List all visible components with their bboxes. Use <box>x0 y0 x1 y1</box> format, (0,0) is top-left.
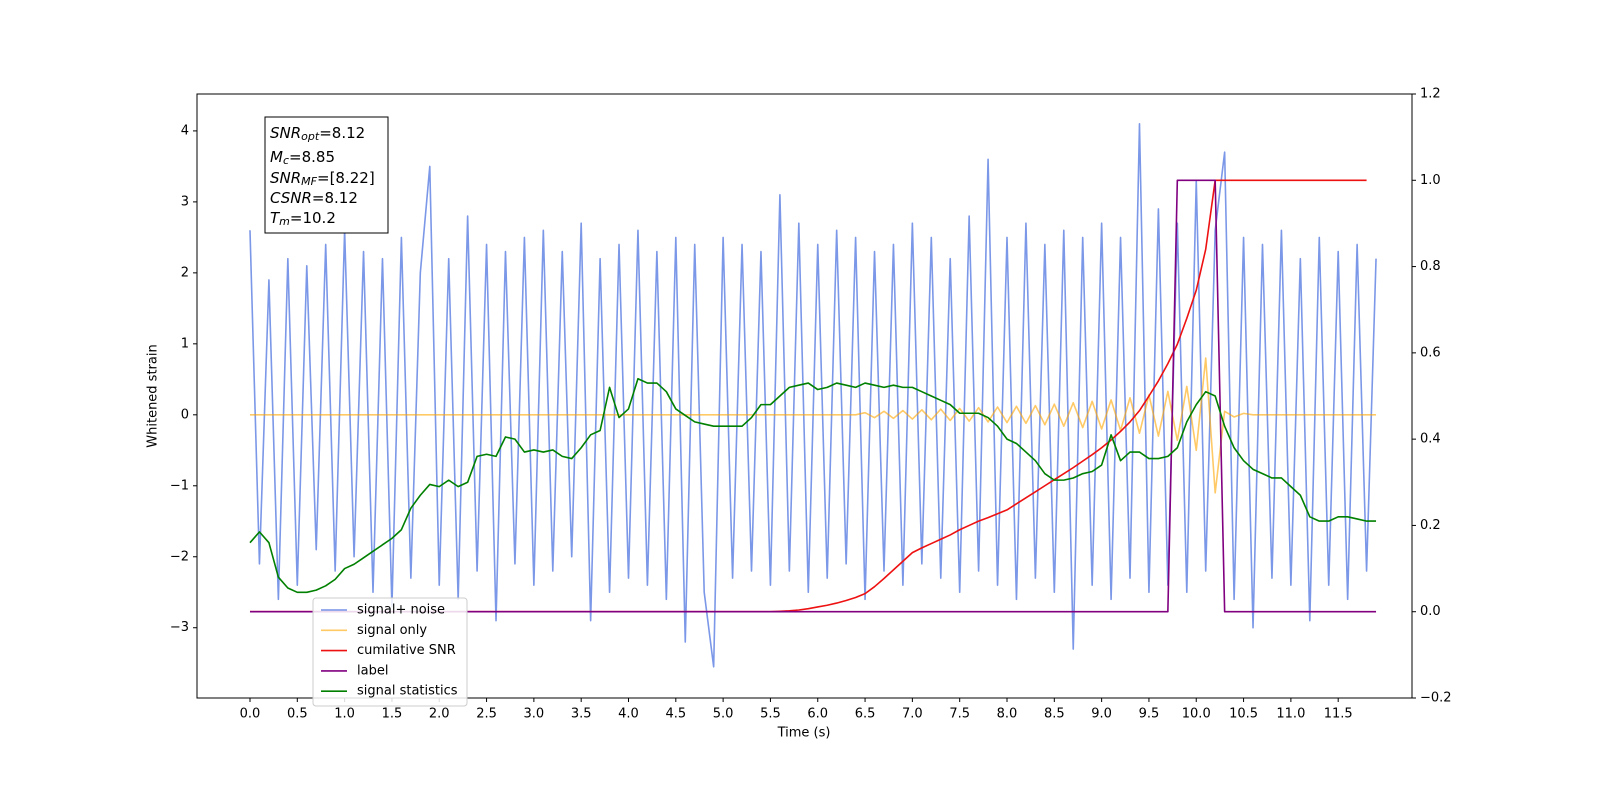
annotation-symbol: T <box>270 209 281 227</box>
annotation-symbol: SNR <box>270 169 301 187</box>
x-tick-label: 4.5 <box>665 707 686 722</box>
annotation-symbol: SNR <box>270 124 301 142</box>
annotation-box <box>264 116 389 234</box>
annotation-text: =[8.22] <box>317 169 375 187</box>
x-tick-label: 7.0 <box>902 707 923 722</box>
annotation-text: =8.12 <box>312 189 358 207</box>
x-tick-label: 1.5 <box>382 707 403 722</box>
x-tick-label: 6.5 <box>855 707 876 722</box>
legend-label: signal+ noise <box>357 603 445 618</box>
annotation-symbol: M <box>270 148 283 166</box>
y-tick-label: −2 <box>170 549 189 564</box>
x-axis-label: Time (s) <box>777 726 831 741</box>
x-tick-label: 3.5 <box>571 707 592 722</box>
x-tick-label: 10.0 <box>1182 707 1211 722</box>
x-tick-label: 0.5 <box>287 707 308 722</box>
x-tick-label: 8.5 <box>1044 707 1065 722</box>
x-tick-label: 0.0 <box>240 707 261 722</box>
y-tick-label: 0 <box>181 407 189 422</box>
series-line <box>249 123 1377 668</box>
y-tick-label: −1 <box>170 478 189 493</box>
legend-box <box>312 597 468 707</box>
y2-tick-label: 0.8 <box>1420 259 1441 274</box>
legend-label: signal only <box>357 623 427 638</box>
x-tick-label: 2.0 <box>429 707 450 722</box>
x-tick-label: 1.0 <box>334 707 355 722</box>
x-tick-label: 3.0 <box>524 707 545 722</box>
x-tick-label: 9.0 <box>1091 707 1112 722</box>
annotation-text: =10.2 <box>290 209 336 227</box>
plot-frame <box>196 93 1413 699</box>
x-tick-label: 2.5 <box>476 707 497 722</box>
y-tick-label: 1 <box>181 336 189 351</box>
legend-label: cumilative SNR <box>357 643 456 658</box>
y2-tick-label: 0.2 <box>1420 518 1441 533</box>
annotation: Tm=10.2 <box>270 209 336 229</box>
y-axis-label: Whitened strain <box>146 344 161 447</box>
annotation: Mc=8.85 <box>270 148 335 168</box>
annotation-text: =8.12 <box>319 124 365 142</box>
y2-tick-label: −0.2 <box>1420 691 1452 706</box>
x-tick-label: 11.5 <box>1324 707 1353 722</box>
x-tick-label: 8.0 <box>997 707 1018 722</box>
y2-tick-label: 0.4 <box>1420 432 1441 447</box>
annotation-subscript: c <box>283 154 289 167</box>
annotation: CSNR=8.12 <box>270 189 358 207</box>
y-tick-label: 3 <box>181 194 189 209</box>
x-tick-label: 6.0 <box>807 707 828 722</box>
y2-tick-label: 1.2 <box>1420 87 1441 102</box>
legend-label: signal statistics <box>357 684 458 699</box>
y2-tick-label: 0.0 <box>1420 604 1441 619</box>
x-tick-label: 9.5 <box>1139 707 1160 722</box>
x-tick-label: 10.5 <box>1229 707 1258 722</box>
annotation: SNRMF=[8.22] <box>270 169 375 189</box>
series-line <box>249 377 1377 594</box>
annotation-subscript: MF <box>301 175 317 188</box>
x-tick-label: 7.5 <box>949 707 970 722</box>
x-tick-label: 11.0 <box>1276 707 1305 722</box>
y-tick-label: −3 <box>170 620 189 635</box>
annotation-text: =8.85 <box>289 148 335 166</box>
y2-tick-label: 0.6 <box>1420 345 1441 360</box>
x-tick-label: 4.0 <box>618 707 639 722</box>
y-tick-label: 4 <box>181 123 189 138</box>
y2-tick-label: 1.0 <box>1420 173 1441 188</box>
annotation: SNRopt=8.12 <box>270 124 365 144</box>
annotation-symbol: CSNR <box>270 189 312 207</box>
series-line <box>249 357 1377 494</box>
legend-label: label <box>357 663 388 678</box>
x-tick-label: 5.0 <box>713 707 734 722</box>
y-tick-label: 2 <box>181 265 189 280</box>
annotation-subscript: opt <box>301 130 320 143</box>
annotation-subscript: m <box>279 215 290 228</box>
x-tick-label: 5.5 <box>760 707 781 722</box>
